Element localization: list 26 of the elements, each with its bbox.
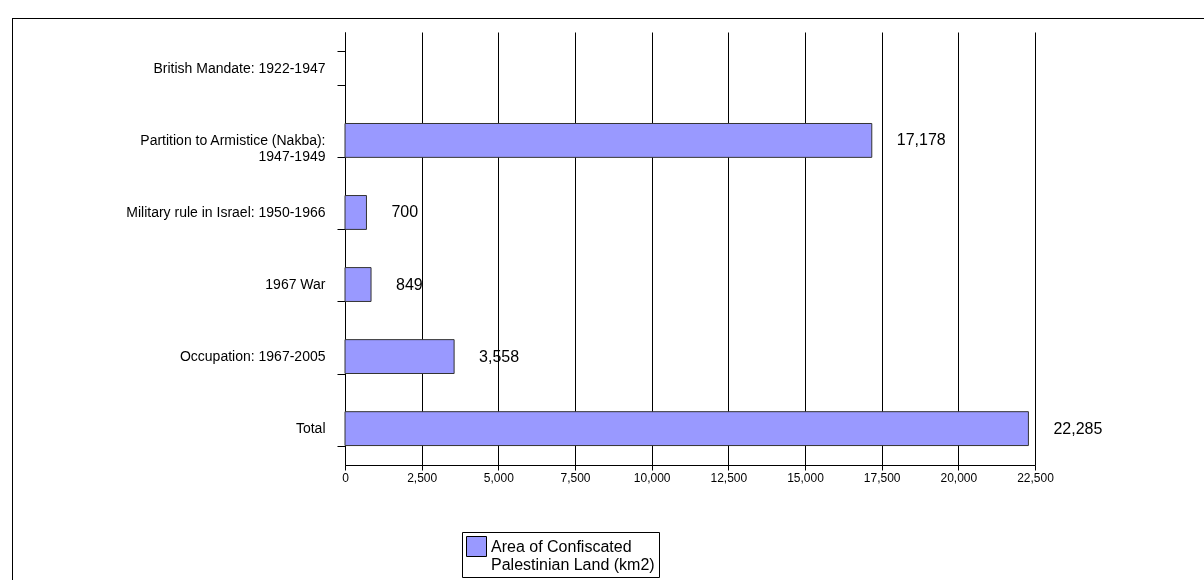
bar xyxy=(344,339,455,374)
y-tick-label: Military rule in Israel: 1950-1966 xyxy=(126,203,326,220)
y-tick-label: Total xyxy=(295,420,326,437)
x-tick-label: 7,500 xyxy=(560,470,591,485)
bar xyxy=(344,195,367,230)
x-tick-label: 17,500 xyxy=(863,470,901,485)
x-tick-label: 10,000 xyxy=(633,470,671,485)
data-label: 849 xyxy=(396,275,423,293)
x-tick-label: 22,500 xyxy=(1017,470,1055,485)
x-tick-label: 5,000 xyxy=(483,470,515,485)
bar xyxy=(344,123,873,158)
data-label: 17,178 xyxy=(896,131,946,149)
x-tick-label: 12,500 xyxy=(710,470,748,485)
data-label: 22,285 xyxy=(1053,419,1103,437)
y-tick-label: Occupation: 1967-2005 xyxy=(179,348,326,365)
x-tick-label: 15,000 xyxy=(787,470,825,485)
bar xyxy=(344,411,1029,447)
y-tick-label: British Mandate: 1922-1947 xyxy=(153,59,326,76)
x-tick-label: 20,000 xyxy=(940,470,978,485)
x-tick-label: 0 xyxy=(342,470,350,485)
bar xyxy=(344,267,372,302)
legend-label: Area of Confiscated Palestinian Land (km2) xyxy=(491,537,655,573)
y-tick-label: Partition to Armistice (Nakba): 1947-1949 xyxy=(140,131,326,164)
x-tick-label: 2,500 xyxy=(407,470,438,485)
y-tick-label: 1967 War xyxy=(265,276,326,293)
data-label: 700 xyxy=(391,203,419,221)
